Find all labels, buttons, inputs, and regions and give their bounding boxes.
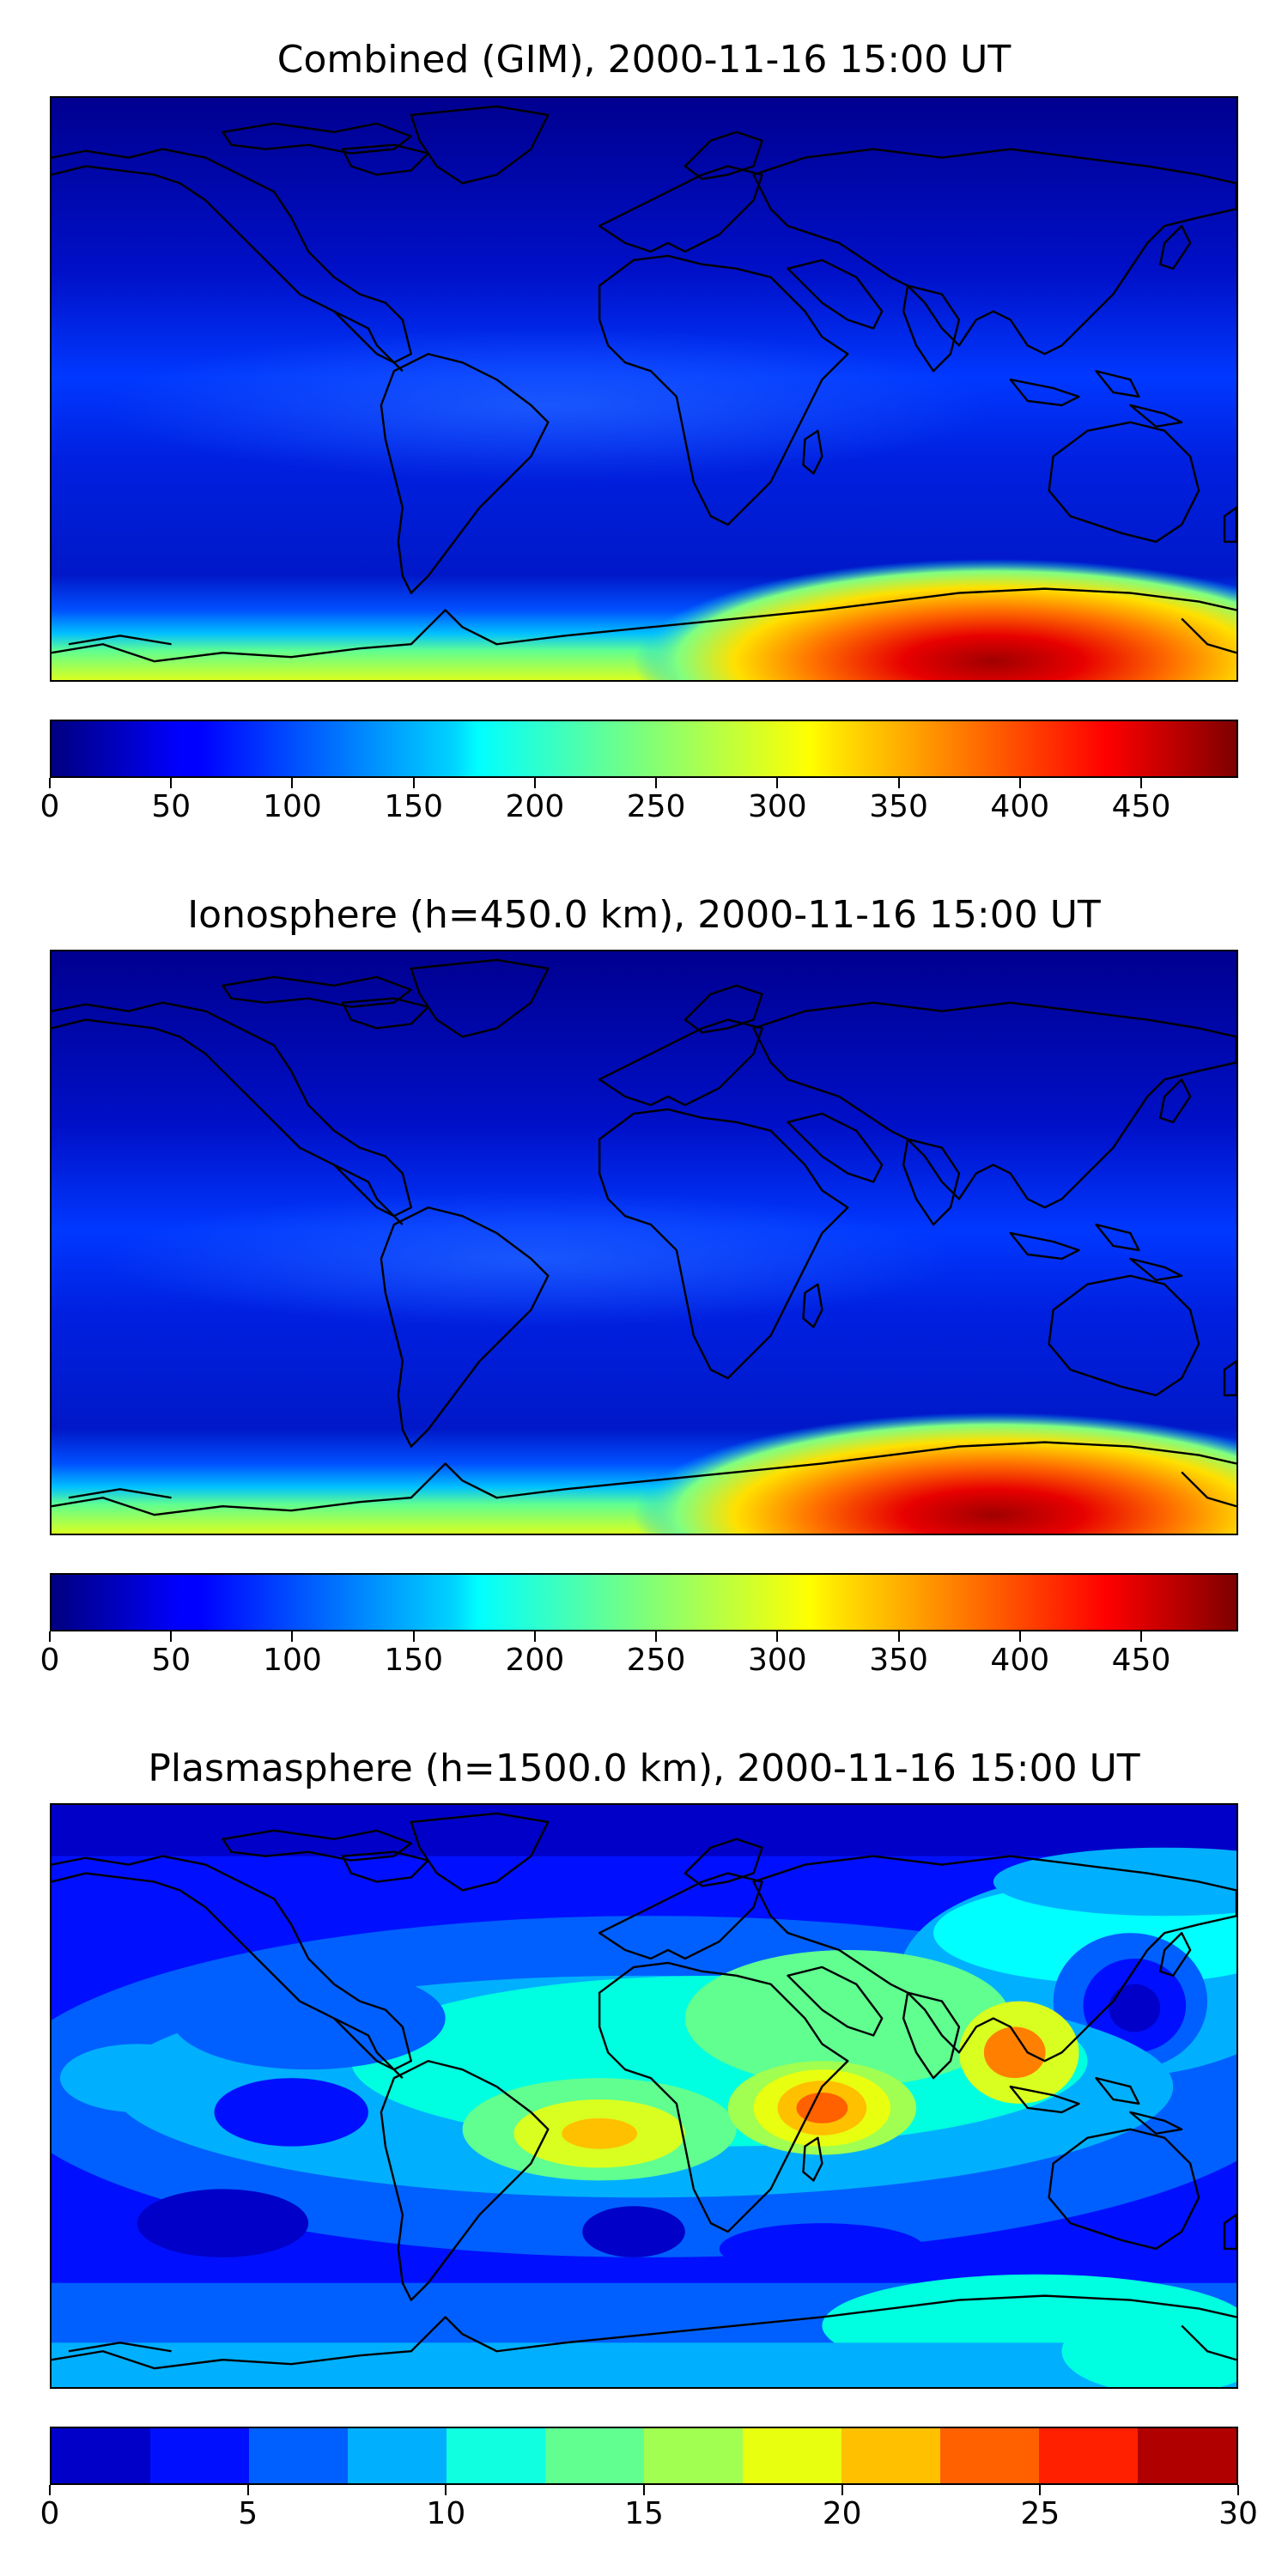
- colorbar-level: [743, 2428, 842, 2483]
- colorbar-tick: [49, 1631, 51, 1642]
- colorbar-tick: [776, 1631, 779, 1642]
- colorbar-tick-label: 450: [1111, 1643, 1171, 1678]
- panel-2-title: Ionosphere (h=450.0 km), 2000-11-16 15:0…: [187, 893, 1101, 937]
- colorbar-tick-label: 200: [505, 789, 565, 824]
- colorbar-level: [841, 2428, 941, 2483]
- colorbar-tick-label: 100: [263, 1643, 322, 1678]
- colorbar-tick: [1140, 1631, 1143, 1642]
- colorbar-tick-label: 150: [384, 1643, 444, 1678]
- colorbar-tick: [897, 778, 900, 788]
- colorbar-tick-label: 0: [39, 2496, 60, 2531]
- colorbar-level: [348, 2428, 447, 2483]
- colorbar-tick: [49, 2485, 51, 2495]
- colorbar-tick: [776, 778, 779, 788]
- colorbar-tick: [246, 2485, 249, 2495]
- colorbar-tick: [643, 2485, 645, 2495]
- colorbar-level: [249, 2428, 349, 2483]
- colorbar-level: [52, 2428, 151, 2483]
- colorbar-tick: [1140, 778, 1143, 788]
- panel-3-colorbar-ticks: 0 5 10 15 20 25 30: [40, 2485, 1258, 2537]
- panel-2-colorbar-ticks: 0 50 100 150 200 250 300 350 400 450: [40, 1631, 1238, 1683]
- colorbar-tick-label: 450: [1111, 789, 1171, 824]
- colorbar-level: [150, 2428, 250, 2483]
- panel-1-title: Combined (GIM), 2000-11-16 15:00 UT: [276, 38, 1012, 82]
- colorbar-tick: [533, 778, 536, 788]
- colorbar-tick-label: 200: [505, 1643, 565, 1678]
- panel-3-title: Plasmasphere (h=1500.0 km), 2000-11-16 1…: [148, 1747, 1140, 1790]
- colorbar-tick-label: 0: [39, 1643, 60, 1678]
- colorbar-level: [940, 2428, 1040, 2483]
- ionosphere-map: [50, 950, 1238, 1535]
- colorbar-tick: [655, 778, 658, 788]
- plasmasphere-map: [50, 1803, 1238, 2389]
- colorbar-tick: [1018, 778, 1021, 788]
- colorbar-tick: [412, 778, 415, 788]
- colorbar-tick-label: 5: [238, 2496, 258, 2531]
- colorbar-tick: [170, 778, 173, 788]
- colorbar-tick: [655, 1631, 658, 1642]
- colorbar-tick: [1039, 2485, 1042, 2495]
- panel-2-colorbar: [50, 1573, 1238, 1631]
- colorbar-tick-label: 300: [747, 789, 807, 824]
- colorbar-level: [447, 2428, 546, 2483]
- panel-3-colorbar: [50, 2427, 1238, 2485]
- colorbar-tick-label: 15: [624, 2496, 664, 2531]
- colorbar-level: [545, 2428, 645, 2483]
- colorbar-tick-label: 150: [384, 789, 444, 824]
- colorbar-tick-label: 50: [151, 1643, 191, 1678]
- colorbar-tick: [897, 1631, 900, 1642]
- colorbar-tick-label: 300: [747, 1643, 807, 1678]
- colorbar-tick-label: 10: [426, 2496, 466, 2531]
- colorbar-tick-label: 0: [39, 789, 60, 824]
- colorbar-tick: [841, 2485, 843, 2495]
- colorbar-tick: [170, 1631, 173, 1642]
- colorbar-tick-label: 100: [263, 789, 322, 824]
- colorbar-tick: [445, 2485, 447, 2495]
- colorbar-level: [644, 2428, 744, 2483]
- colorbar-tick-label: 350: [869, 1643, 928, 1678]
- colorbar-tick: [291, 1631, 294, 1642]
- colorbar-tick-label: 250: [626, 789, 686, 824]
- colorbar-tick: [412, 1631, 415, 1642]
- colorbar-level: [1039, 2428, 1139, 2483]
- colorbar-tick: [291, 778, 294, 788]
- combined-gim-map: [50, 96, 1238, 682]
- colorbar-level: [1138, 2428, 1236, 2483]
- colorbar-tick-label: 350: [869, 789, 928, 824]
- colorbar-tick: [533, 1631, 536, 1642]
- panel-1-colorbar-ticks: 0 50 100 150 200 250 300 350 400 450: [40, 778, 1238, 829]
- colorbar-tick-label: 50: [151, 789, 191, 824]
- colorbar-tick: [1018, 1631, 1021, 1642]
- colorbar-tick-label: 20: [822, 2496, 862, 2531]
- panel-1-colorbar: [50, 720, 1238, 778]
- colorbar-tick-label: 250: [626, 1643, 686, 1678]
- colorbar-tick-label: 25: [1020, 2496, 1060, 2531]
- colorbar-tick: [49, 778, 51, 788]
- colorbar-tick: [1237, 2485, 1239, 2495]
- colorbar-tick-label: 30: [1218, 2496, 1258, 2531]
- colorbar-tick-label: 400: [990, 1643, 1050, 1678]
- colorbar-tick-label: 400: [990, 789, 1050, 824]
